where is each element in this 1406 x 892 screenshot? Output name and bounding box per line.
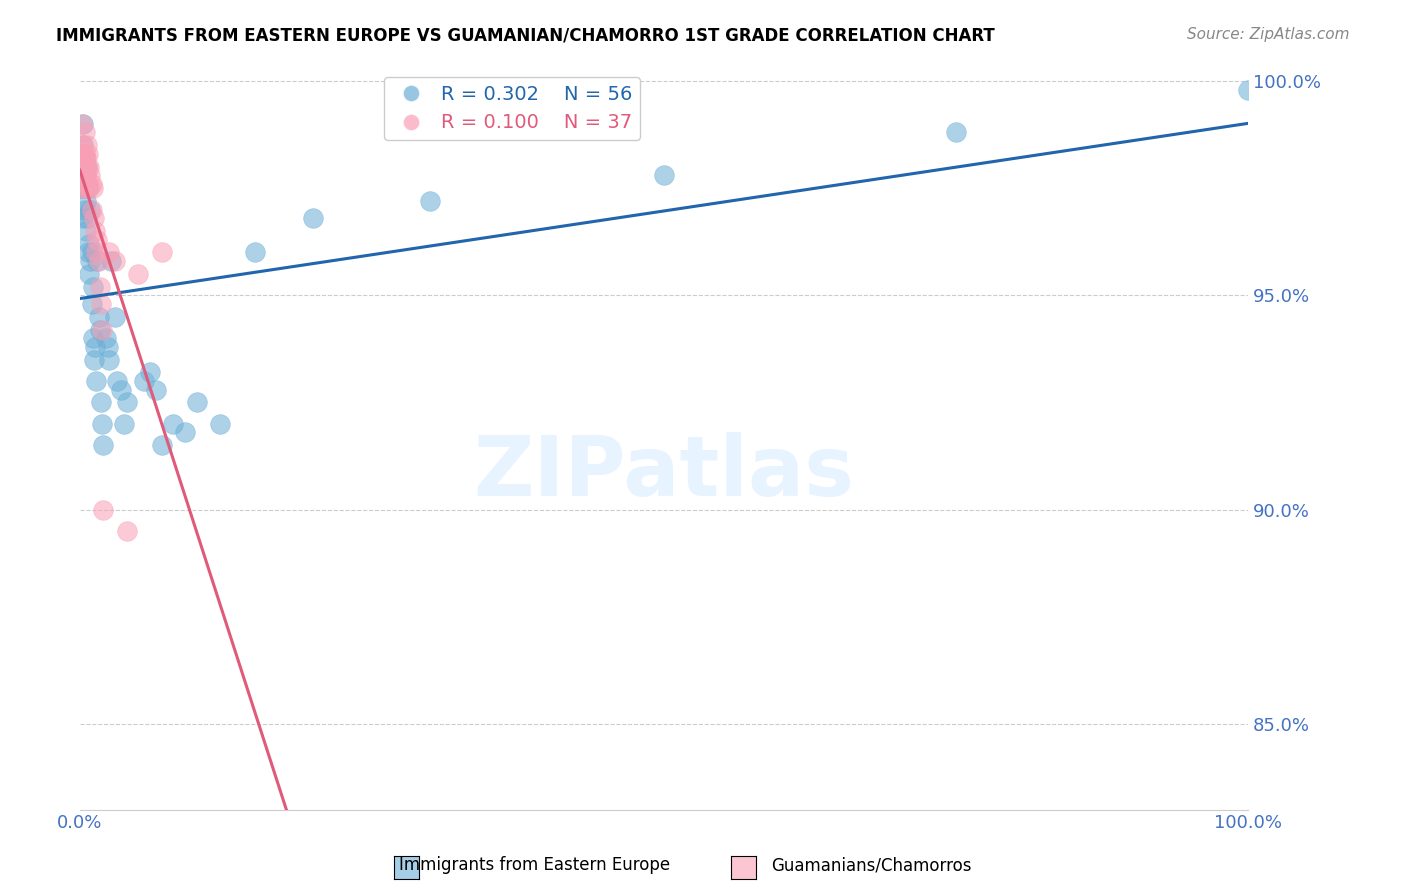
Point (90, 395, 112, 409)
Point (87, 254, 110, 268)
Point (72, 169, 94, 183)
Point (77, 147, 100, 161)
Point (77, 267, 100, 281)
Point (73, 147, 96, 161)
Point (72, 211, 94, 226)
Point (79, 254, 101, 268)
Point (70, 181, 93, 195)
Point (94, 331, 117, 345)
Point (73, 151, 96, 165)
Point (77, 181, 100, 195)
Point (73, 125, 96, 139)
Point (945, 125, 967, 139)
Point (77, 245, 100, 260)
Point (79, 169, 101, 183)
Point (84, 374, 107, 388)
Text: Guamanians/Chamorros: Guamanians/Chamorros (772, 856, 972, 874)
Point (302, 211, 325, 226)
Point (73, 202, 96, 217)
Point (75, 169, 97, 183)
Point (75, 194, 97, 208)
Point (82, 279, 104, 293)
Point (70, 138, 93, 153)
Point (89, 322, 111, 336)
Point (77, 177, 100, 191)
Point (83, 352, 105, 367)
Point (91, 322, 114, 336)
Point (150, 245, 173, 260)
Point (208, 417, 231, 431)
Point (84, 245, 107, 260)
Point (70, 160, 93, 174)
Point (1237, 82, 1260, 96)
Point (186, 395, 208, 409)
Point (145, 383, 167, 397)
Text: IMMIGRANTS FROM EASTERN EUROPE VS GUAMANIAN/CHAMORRO 1ST GRADE CORRELATION CHART: IMMIGRANTS FROM EASTERN EUROPE VS GUAMAN… (56, 27, 995, 45)
Point (97, 340, 120, 354)
Legend: R = 0.302    N = 56, R = 0.100    N = 37: R = 0.302 N = 56, R = 0.100 N = 37 (384, 77, 640, 140)
Point (84, 224, 107, 238)
Text: Source: ZipAtlas.com: Source: ZipAtlas.com (1187, 27, 1350, 42)
Point (80, 297, 103, 311)
Point (70, 147, 93, 161)
Point (72, 147, 94, 161)
Point (75, 181, 97, 195)
Point (86, 233, 108, 247)
Point (82, 331, 104, 345)
Point (652, 169, 675, 183)
Point (73, 181, 96, 195)
Point (104, 310, 127, 324)
Point (419, 194, 441, 208)
Point (90, 297, 112, 311)
Point (76, 211, 98, 226)
Point (100, 254, 122, 268)
Point (76, 138, 98, 153)
Point (83, 211, 105, 226)
Point (132, 374, 155, 388)
Point (72, 181, 94, 195)
Point (84, 340, 107, 354)
Point (82, 181, 104, 195)
Point (115, 395, 138, 409)
Point (98, 245, 121, 260)
Point (104, 254, 127, 268)
Point (110, 383, 132, 397)
Point (243, 245, 266, 260)
Point (75, 169, 97, 183)
Point (76, 160, 98, 174)
Point (70, 117, 93, 131)
Text: Immigrants from Eastern Europe: Immigrants from Eastern Europe (399, 856, 669, 874)
Point (86, 254, 108, 268)
Point (72, 117, 94, 131)
Point (87, 310, 110, 324)
Point (77, 160, 100, 174)
Point (115, 524, 138, 538)
Point (76, 160, 98, 174)
Point (75, 224, 97, 238)
Point (91, 438, 114, 452)
Point (89, 279, 111, 293)
Point (91, 502, 114, 516)
Point (105, 374, 128, 388)
Point (77, 181, 100, 195)
Point (127, 267, 149, 281)
Point (79, 202, 101, 217)
Point (112, 417, 135, 431)
Point (80, 202, 103, 217)
Point (72, 138, 94, 153)
Point (174, 425, 197, 440)
Point (162, 417, 184, 431)
Point (150, 438, 173, 452)
Point (70, 169, 93, 183)
Point (80, 177, 103, 191)
Point (73, 160, 96, 174)
Text: ZIPatlas: ZIPatlas (474, 432, 855, 513)
Point (77, 236, 100, 251)
Point (91, 417, 114, 431)
Point (80, 245, 103, 260)
Point (70, 160, 93, 174)
Point (98, 352, 121, 367)
Point (75, 151, 97, 165)
Point (139, 366, 162, 380)
